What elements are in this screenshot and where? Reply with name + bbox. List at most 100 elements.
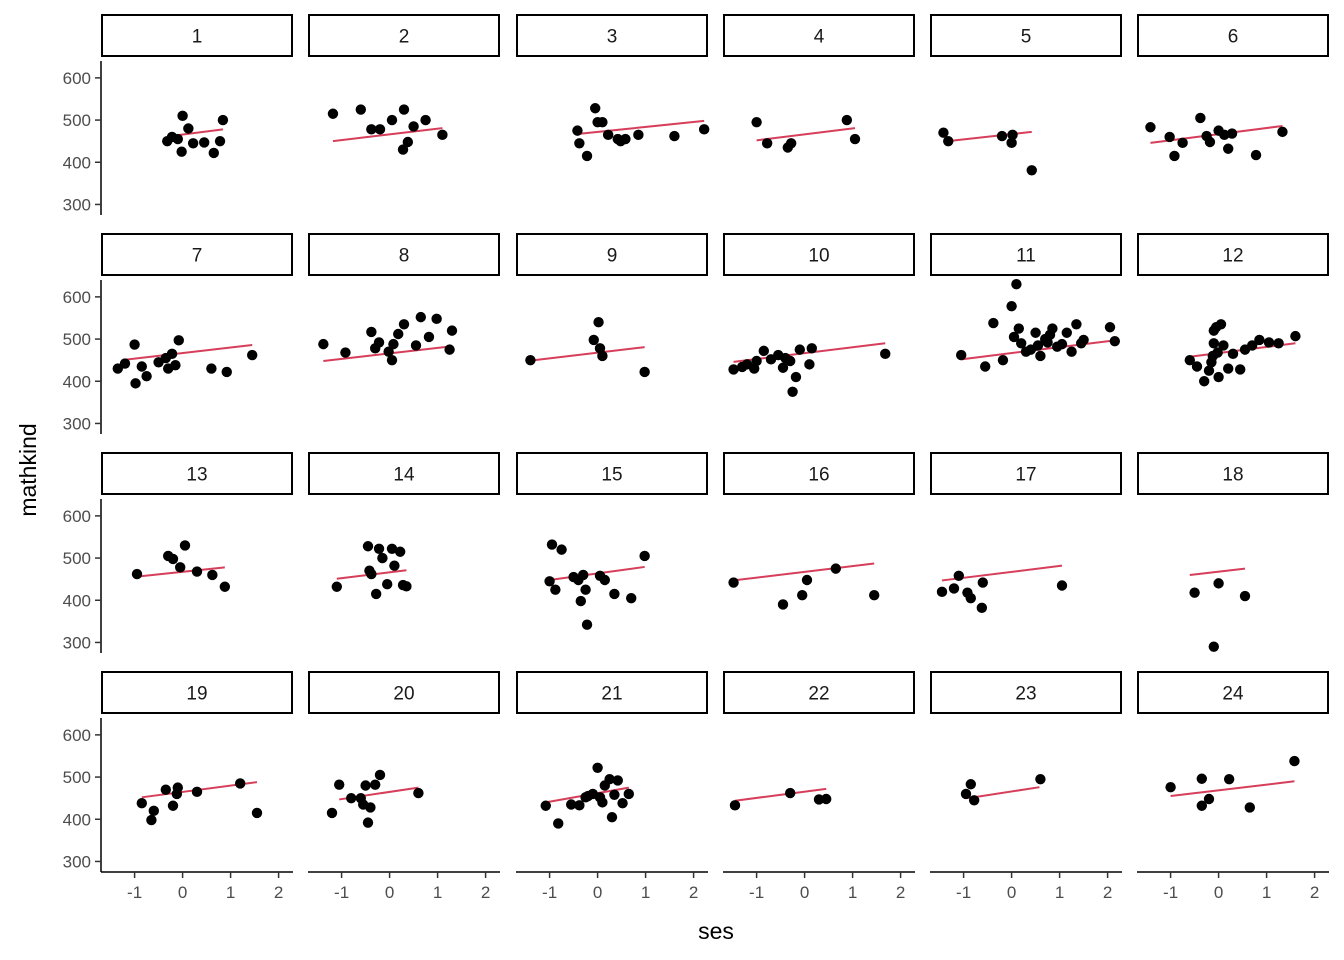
facet-panel-13: 13 300 400 500 600 xyxy=(63,452,293,653)
data-point xyxy=(373,543,385,554)
x-tick-label: 0 xyxy=(1007,883,1016,902)
data-point xyxy=(602,129,614,141)
data-point xyxy=(1196,800,1208,811)
data-point xyxy=(1199,376,1210,387)
data-point xyxy=(965,592,976,604)
data-point xyxy=(172,782,183,793)
facet-strip-label: 3 xyxy=(607,27,618,48)
data-point xyxy=(374,124,386,135)
data-point xyxy=(235,778,246,789)
data-point xyxy=(623,788,634,800)
y-tick-label: 300 xyxy=(63,195,91,214)
data-point xyxy=(327,108,339,119)
data-point xyxy=(160,784,171,795)
data-point xyxy=(172,133,183,145)
data-point xyxy=(1061,327,1073,338)
data-point xyxy=(370,588,382,600)
data-point xyxy=(1035,350,1046,362)
data-point xyxy=(578,569,589,581)
x-tick-label: 1 xyxy=(1262,883,1271,902)
data-point xyxy=(446,325,458,336)
data-point xyxy=(318,338,329,350)
data-point xyxy=(365,802,376,813)
facet-panel-17: 17 xyxy=(930,452,1122,614)
fit-line xyxy=(530,346,645,362)
data-point xyxy=(119,358,131,369)
x-tick-label: 0 xyxy=(385,883,394,902)
data-point xyxy=(936,586,948,598)
data-point xyxy=(415,311,426,323)
facet-strip-label: 24 xyxy=(1222,684,1244,705)
facet-strip xyxy=(1137,671,1329,714)
facet-strip xyxy=(1137,452,1329,495)
data-point xyxy=(797,589,808,601)
x-tick-label: 2 xyxy=(1310,883,1319,902)
data-point xyxy=(968,795,980,806)
y-tick-label: 500 xyxy=(63,330,91,349)
facet-panel-9: 9 xyxy=(516,233,708,378)
data-point xyxy=(1011,279,1022,290)
data-point xyxy=(609,588,620,600)
facet-strip xyxy=(930,671,1122,714)
data-point xyxy=(728,577,739,588)
data-point xyxy=(729,800,741,811)
data-point xyxy=(880,348,891,360)
data-point xyxy=(575,595,586,607)
data-point xyxy=(1204,136,1216,148)
facet-strip-label: 14 xyxy=(393,465,415,486)
y-tick-label: 300 xyxy=(63,414,91,433)
data-point xyxy=(1006,137,1017,149)
facet-strip-label: 15 xyxy=(601,465,622,486)
data-point xyxy=(581,619,593,630)
data-point xyxy=(401,581,412,592)
data-point xyxy=(177,110,188,122)
facet-strip-label: 20 xyxy=(393,684,414,705)
data-point xyxy=(785,355,796,367)
data-point xyxy=(790,371,802,383)
data-point xyxy=(444,344,455,355)
data-point xyxy=(1035,773,1046,785)
data-point xyxy=(388,338,399,350)
data-point xyxy=(437,129,448,141)
data-point xyxy=(410,340,422,351)
data-point xyxy=(1212,347,1223,358)
data-point xyxy=(581,150,593,162)
x-tick-label: -1 xyxy=(542,883,557,902)
data-point xyxy=(943,135,954,147)
data-point xyxy=(346,792,357,804)
data-point xyxy=(179,540,191,551)
data-point xyxy=(221,366,232,378)
data-point xyxy=(370,779,381,790)
data-point xyxy=(1263,337,1275,348)
y-tick-label: 500 xyxy=(63,111,91,130)
data-point xyxy=(849,133,861,145)
fit-line xyxy=(968,786,1040,800)
data-point xyxy=(953,570,964,581)
x-tick-label: -1 xyxy=(956,883,971,902)
x-tick-label: 0 xyxy=(178,883,187,902)
data-point xyxy=(1078,334,1089,346)
data-point xyxy=(593,316,604,328)
data-point xyxy=(1006,300,1017,312)
facet-panel-4: 4 xyxy=(723,14,915,153)
facet-strip-label: 5 xyxy=(1021,27,1032,48)
facet-panel-6: 6 xyxy=(1137,14,1329,162)
data-point xyxy=(965,779,976,790)
y-tick-label: 600 xyxy=(63,726,91,745)
data-point xyxy=(141,370,152,382)
data-point xyxy=(1226,128,1238,139)
x-tick-label: 0 xyxy=(800,883,809,902)
data-point xyxy=(698,124,710,135)
data-point xyxy=(869,589,880,601)
data-point xyxy=(217,114,229,126)
data-point xyxy=(1047,323,1058,334)
data-point xyxy=(331,581,342,592)
data-point xyxy=(553,818,564,829)
data-point xyxy=(1244,802,1256,813)
data-point xyxy=(148,805,159,817)
data-point xyxy=(340,347,351,358)
data-point xyxy=(176,146,187,157)
x-tick-label: -1 xyxy=(334,883,349,902)
y-tick-label: 600 xyxy=(63,507,91,526)
